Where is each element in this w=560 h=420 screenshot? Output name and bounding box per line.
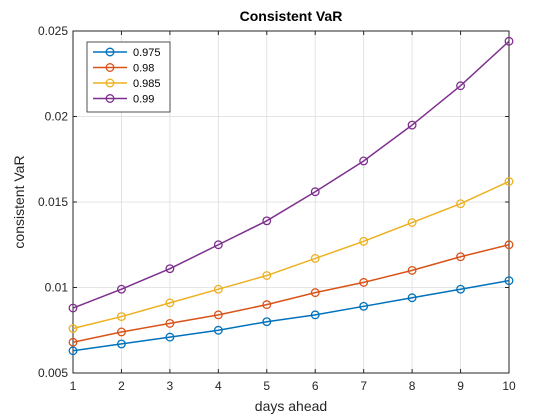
legend-marker [105,78,115,88]
series-line [72,40,510,309]
x-tick-label: 8 [409,379,416,393]
x-tick-label: 9 [457,379,464,393]
data-point [68,324,78,333]
legend-item: 0.975 [93,47,161,59]
legend-label: 0.99 [133,94,154,106]
data-point [68,346,78,356]
legend-label: 0.985 [133,78,161,90]
series-0.98 [68,240,514,347]
data-point [407,120,417,130]
legend-marker [105,47,115,57]
data-point [213,284,223,294]
data-point [359,156,369,166]
series-0.975 [68,276,514,356]
x-tick-label: 4 [215,379,222,393]
series-line [72,279,510,352]
data-point [359,236,369,246]
series-0.99 [68,36,514,313]
y-tick-label: 0.015 [38,195,68,209]
series-line [72,244,510,343]
legend-item: 0.99 [93,94,154,106]
series-lines [68,36,514,356]
x-tick-label: 6 [312,379,319,393]
data-point [68,337,78,347]
x-tick-label: 10 [502,379,516,393]
data-point [310,187,320,197]
data-point [262,216,272,226]
data-point [116,339,126,349]
data-point [213,310,223,320]
data-point [116,327,126,337]
data-point [310,288,320,298]
x-tick-label: 7 [360,379,367,393]
data-point [407,265,417,275]
data-point [165,298,175,308]
data-point [407,293,417,303]
y-tick-label: 0.005 [38,366,68,380]
legend: 0.975 0.98 0.985 0.99 [86,41,171,113]
y-tick-label: 0.02 [45,110,69,124]
data-point [310,253,320,263]
data-point [359,301,369,311]
data-point [213,325,223,335]
data-point [165,318,175,328]
legend-marker [105,63,115,72]
data-point [165,264,175,274]
data-point [407,218,417,227]
y-tick-label: 0.025 [38,24,68,38]
data-point [504,276,514,286]
x-tick-label: 3 [167,379,174,393]
data-point [456,284,466,294]
legend-label: 0.975 [133,47,161,59]
data-point [456,252,466,262]
chart-title: Consistent VaR [240,8,343,24]
legend-marker [105,94,115,103]
data-point [504,177,514,186]
x-tick-label: 2 [118,379,125,393]
data-point [116,312,126,322]
y-axis-label: consistent VaR [11,155,27,248]
data-point [116,284,126,294]
legend-box [86,41,171,113]
series-0.985 [68,177,514,333]
data-point [504,240,514,250]
data-point [456,199,466,209]
data-point [165,332,175,342]
axis-ticks: 1 2 3 4 5 6 7 8 9 10 0.005 0.01 0.015 0.02 0.025 [38,24,516,393]
legend-item: 0.985 [93,78,161,90]
data-point [262,317,272,327]
y-tick-label: 0.01 [45,281,69,295]
x-tick-label: 5 [263,379,270,393]
x-tick-label: 1 [70,379,77,393]
data-point [68,303,78,313]
legend-label: 0.98 [133,63,154,75]
data-point [456,81,466,91]
data-point [504,36,514,46]
data-point [213,240,223,250]
data-point [359,277,369,287]
data-point [262,271,272,280]
data-point [262,300,272,310]
x-axis-label: days ahead [255,398,327,414]
series-line [72,180,510,330]
data-point [310,310,320,320]
legend-item: 0.98 [93,63,154,75]
